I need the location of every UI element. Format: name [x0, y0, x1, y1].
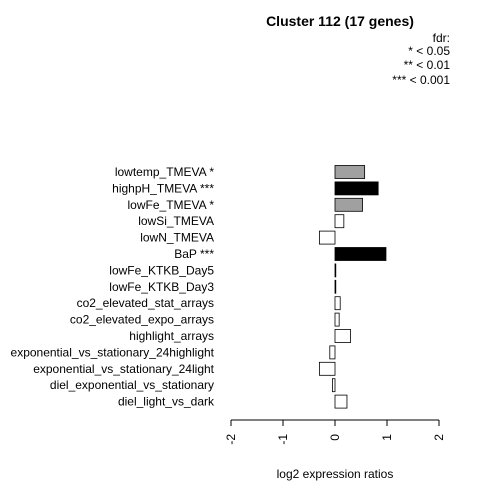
category-label: lowFe_KTKB_Day3 — [109, 280, 214, 294]
bar — [334, 197, 363, 212]
category-label: exponential_vs_stationary_24highlight — [11, 345, 215, 359]
bar — [334, 394, 348, 409]
x-tick-label: 0 — [328, 434, 342, 441]
bar — [334, 312, 340, 327]
x-tick-label: -1 — [276, 434, 290, 445]
bar — [334, 214, 345, 229]
category-label: lowN_TMEVA — [140, 231, 214, 245]
bar — [329, 345, 336, 360]
legend-title: fdr: — [433, 31, 450, 45]
x-axis: -2 -1 0 1 2 — [224, 419, 446, 445]
x-tick-label: 1 — [380, 434, 394, 441]
bars — [318, 165, 387, 409]
category-label: exponential_vs_stationary_24light — [33, 362, 214, 376]
legend-entry-1: * < 0.05 — [408, 44, 450, 58]
chart-title: Cluster 112 (17 genes) — [266, 13, 414, 29]
bar — [331, 378, 336, 393]
category-label: lowFe_KTKB_Day5 — [109, 263, 214, 277]
bar — [334, 181, 379, 196]
category-label: co2_elevated_stat_arrays — [77, 296, 214, 310]
category-labels: lowtemp_TMEVA * highpH_TMEVA *** lowFe_TME… — [11, 165, 215, 409]
x-tick-label: -2 — [224, 434, 238, 445]
category-label: highlight_arrays — [129, 329, 214, 343]
x-tick-label: 2 — [432, 434, 446, 441]
category-label: lowFe_TMEVA * — [128, 198, 215, 212]
category-label: lowSi_TMEVA — [138, 214, 214, 228]
category-label: diel_exponential_vs_stationary — [50, 378, 214, 392]
bar — [334, 329, 352, 343]
bar — [334, 247, 387, 261]
bar — [318, 230, 336, 245]
legend-entry-2: ** < 0.01 — [404, 58, 451, 72]
category-label: diel_light_vs_dark — [118, 395, 215, 409]
legend-entry-3: *** < 0.001 — [392, 73, 450, 87]
bar — [334, 165, 366, 179]
category-label: BaP *** — [174, 247, 214, 261]
legend: fdr: * < 0.05 ** < 0.01 *** < 0.001 — [392, 31, 450, 87]
category-label: highpH_TMEVA *** — [112, 181, 214, 195]
bar — [334, 263, 337, 278]
category-label: lowtemp_TMEVA * — [115, 165, 214, 179]
x-axis-label: log2 expression ratios — [277, 467, 394, 481]
bar — [318, 361, 336, 376]
bar — [334, 296, 341, 311]
category-label: co2_elevated_expo_arrays — [70, 313, 214, 327]
bar — [334, 279, 337, 294]
